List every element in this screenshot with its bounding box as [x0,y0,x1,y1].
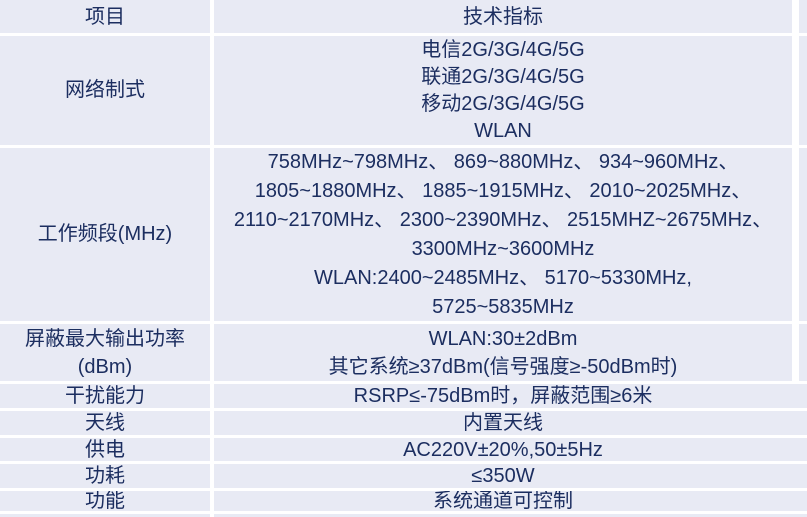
row-power-supply-value-cell: AC220V±20%,50±5Hz [214,438,792,461]
right-column-divider [792,0,799,381]
spec-line: 系统通道可控制 [433,490,573,512]
column-divider [210,0,214,517]
spec-line: 移动2G/3G/4G/5G [421,92,585,115]
row-label: 干扰能力 [65,385,145,407]
row-divider [0,408,807,411]
row-label: 功能 [85,490,125,512]
spec-line: WLAN [474,119,532,142]
row-label: 天线 [85,412,125,434]
row-divider [0,381,807,384]
spec-line: WLAN:2400~2485MHz、 5170~5330MHz, [314,266,692,289]
row-divider [0,321,807,324]
spec-line: WLAN:30±2dBm [428,327,578,350]
row-antenna-value-cell: 内置天线 [214,411,792,435]
spec-line: ≤350W [471,465,535,487]
row-label: 功耗 [85,465,125,487]
header-spec-label: 技术指标 [463,5,543,28]
row-function-label-cell: 功能 [0,490,210,512]
row-divider [0,33,807,36]
row-interference-value-cell: RSRP≤-75dBm时，屏蔽范围≥6米 [214,384,792,408]
spec-line: 1805~1880MHz、 1885~1915MHz、 2010~2025MHz… [254,179,752,202]
row-frequency-band-label-cell: 工作频段(MHz) [0,148,210,321]
row-network-standard-value-cell: 电信2G/3G/4G/5G 联通2G/3G/4G/5G 移动2G/3G/4G/5… [214,36,792,145]
spec-line: 2110~2170MHz、 2300~2390MHz、 2515MHZ~2675… [233,208,773,231]
row-function-value-cell: 系统通道可控制 [214,490,792,512]
row-power-consumption-value-cell: ≤350W [214,464,792,488]
spec-line: AC220V±20%,50±5Hz [403,438,603,461]
spec-line: 5725~5835MHz [432,295,574,318]
row-label: (dBm) [77,355,133,378]
spec-line: 联通2G/3G/4G/5G [421,65,585,88]
row-network-standard-label-cell: 网络制式 [0,36,210,145]
row-label: 网络制式 [65,79,145,101]
row-divider [0,488,807,491]
spec-line: 758MHz~798MHz、 869~880MHz、 934~960MHz、 [267,150,739,173]
spec-line: RSRP≤-75dBm时，屏蔽范围≥6米 [353,385,653,407]
header-spec-cell: 技术指标 [214,0,792,33]
header-item-label: 项目 [85,5,125,28]
row-divider [0,511,807,514]
row-max-output-power-value-cell: WLAN:30±2dBm 其它系统≥37dBm(信号强度≥-50dBm时) [214,324,792,381]
row-max-output-power-label-cell: 屏蔽最大输出功率 (dBm) [0,324,210,381]
row-antenna-label-cell: 天线 [0,411,210,435]
row-interference-label-cell: 干扰能力 [0,384,210,408]
row-label: 供电 [85,438,125,461]
row-divider [0,461,807,464]
spec-line: 其它系统≥37dBm(信号强度≥-50dBm时) [328,355,678,378]
spec-line: 内置天线 [463,412,543,434]
row-power-supply-label-cell: 供电 [0,438,210,461]
row-divider [0,145,807,148]
row-label: 屏蔽最大输出功率 [25,327,185,350]
header-item-cell: 项目 [0,0,210,33]
row-power-consumption-label-cell: 功耗 [0,464,210,488]
row-frequency-band-value-cell: 758MHz~798MHz、 869~880MHz、 934~960MHz、 1… [214,148,792,321]
row-label: 工作频段(MHz) [37,223,173,245]
spec-line: 电信2G/3G/4G/5G [421,38,585,61]
spec-line: 3300MHz~3600MHz [411,237,595,260]
row-divider [0,435,807,438]
